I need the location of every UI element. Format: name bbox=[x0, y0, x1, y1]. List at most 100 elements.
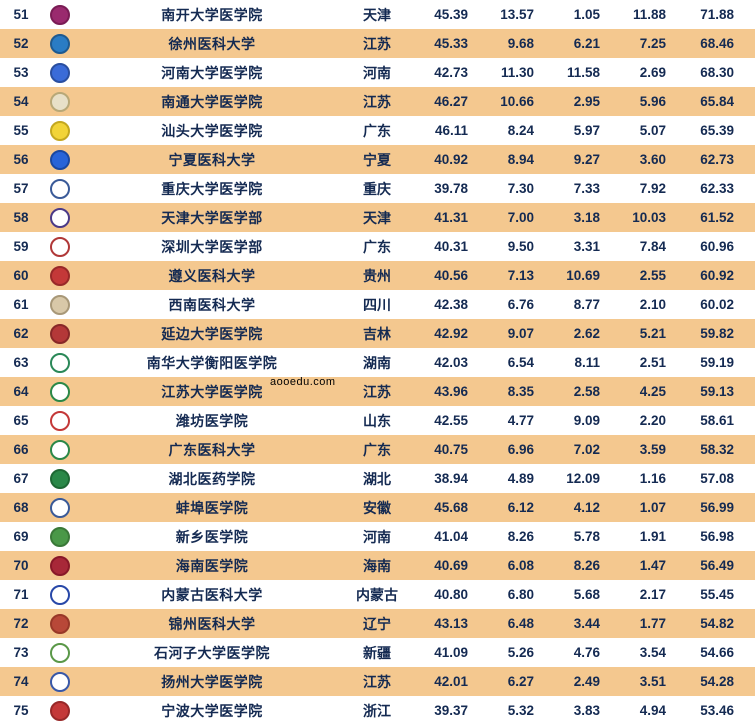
rank-cell: 67 bbox=[0, 471, 42, 486]
rank-cell: 62 bbox=[0, 326, 42, 341]
logo-icon bbox=[50, 266, 70, 286]
score-cell-5: 62.33 bbox=[672, 181, 752, 196]
score-cell-5: 60.02 bbox=[672, 297, 752, 312]
score-cell-5: 56.98 bbox=[672, 529, 752, 544]
school-name: 徐州医科大学 bbox=[78, 34, 346, 54]
score-cell-5: 54.66 bbox=[672, 645, 752, 660]
table-row: 62延边大学医学院吉林42.929.072.625.2159.82 bbox=[0, 319, 755, 348]
province-cell: 宁夏 bbox=[346, 150, 408, 170]
rank-cell: 52 bbox=[0, 36, 42, 51]
rank-cell: 59 bbox=[0, 239, 42, 254]
school-name: 潍坊医学院 bbox=[78, 411, 346, 431]
score-cell-3: 12.09 bbox=[540, 471, 606, 486]
score-cell-5: 65.84 bbox=[672, 94, 752, 109]
score-cell-1: 46.11 bbox=[408, 123, 474, 138]
province-cell: 四川 bbox=[346, 295, 408, 315]
score-cell-3: 8.77 bbox=[540, 297, 606, 312]
table-row: 61西南医科大学四川42.386.768.772.1060.02 bbox=[0, 290, 755, 319]
score-cell-1: 43.13 bbox=[408, 616, 474, 631]
school-logo bbox=[42, 121, 78, 141]
province-cell: 河南 bbox=[346, 63, 408, 83]
score-cell-2: 7.00 bbox=[474, 210, 540, 225]
school-logo bbox=[42, 266, 78, 286]
score-cell-5: 57.08 bbox=[672, 471, 752, 486]
table-row: 57重庆大学医学院重庆39.787.307.337.9262.33 bbox=[0, 174, 755, 203]
table-row: 56宁夏医科大学宁夏40.928.949.273.6062.73 bbox=[0, 145, 755, 174]
score-cell-1: 45.39 bbox=[408, 7, 474, 22]
school-name: 深圳大学医学部 bbox=[78, 237, 346, 257]
score-cell-3: 7.02 bbox=[540, 442, 606, 457]
score-cell-2: 6.80 bbox=[474, 587, 540, 602]
score-cell-4: 3.54 bbox=[606, 645, 672, 660]
score-cell-1: 42.01 bbox=[408, 674, 474, 689]
table-row: 51南开大学医学院天津45.3913.571.0511.8871.88 bbox=[0, 0, 755, 29]
score-cell-4: 1.91 bbox=[606, 529, 672, 544]
province-cell: 湖南 bbox=[346, 353, 408, 373]
province-cell: 浙江 bbox=[346, 701, 408, 721]
logo-icon bbox=[50, 672, 70, 692]
school-name: 蚌埠医学院 bbox=[78, 498, 346, 518]
school-name: 河南大学医学院 bbox=[78, 63, 346, 83]
rank-cell: 58 bbox=[0, 210, 42, 225]
school-logo bbox=[42, 527, 78, 547]
score-cell-3: 11.58 bbox=[540, 65, 606, 80]
province-cell: 安徽 bbox=[346, 498, 408, 518]
score-cell-2: 9.50 bbox=[474, 239, 540, 254]
score-cell-3: 5.97 bbox=[540, 123, 606, 138]
school-name: 新乡医学院 bbox=[78, 527, 346, 547]
score-cell-1: 43.96 bbox=[408, 384, 474, 399]
rank-cell: 65 bbox=[0, 413, 42, 428]
school-name: 延边大学医学院 bbox=[78, 324, 346, 344]
logo-icon bbox=[50, 701, 70, 721]
school-logo bbox=[42, 585, 78, 605]
score-cell-3: 5.78 bbox=[540, 529, 606, 544]
score-cell-1: 45.68 bbox=[408, 500, 474, 515]
table-row: 64江苏大学医学院江苏43.968.352.584.2559.13 bbox=[0, 377, 755, 406]
rank-cell: 71 bbox=[0, 587, 42, 602]
score-cell-1: 40.92 bbox=[408, 152, 474, 167]
school-name: 南华大学衡阳医学院 bbox=[78, 353, 346, 373]
school-logo bbox=[42, 701, 78, 721]
score-cell-1: 40.31 bbox=[408, 239, 474, 254]
school-name: 扬州大学医学院 bbox=[78, 672, 346, 692]
score-cell-3: 1.05 bbox=[540, 7, 606, 22]
score-cell-5: 61.52 bbox=[672, 210, 752, 225]
score-cell-3: 2.95 bbox=[540, 94, 606, 109]
province-cell: 新疆 bbox=[346, 643, 408, 663]
table-row: 74扬州大学医学院江苏42.016.272.493.5154.28 bbox=[0, 667, 755, 696]
province-cell: 广东 bbox=[346, 440, 408, 460]
province-cell: 吉林 bbox=[346, 324, 408, 344]
logo-icon bbox=[50, 63, 70, 83]
province-cell: 江苏 bbox=[346, 382, 408, 402]
school-name: 遵义医科大学 bbox=[78, 266, 346, 286]
score-cell-2: 5.26 bbox=[474, 645, 540, 660]
logo-icon bbox=[50, 324, 70, 344]
province-cell: 广东 bbox=[346, 121, 408, 141]
table-row: 66广东医科大学广东40.756.967.023.5958.32 bbox=[0, 435, 755, 464]
score-cell-5: 68.30 bbox=[672, 65, 752, 80]
school-logo bbox=[42, 92, 78, 112]
logo-icon bbox=[50, 121, 70, 141]
score-cell-5: 62.73 bbox=[672, 152, 752, 167]
score-cell-3: 9.27 bbox=[540, 152, 606, 167]
score-cell-4: 10.03 bbox=[606, 210, 672, 225]
score-cell-1: 40.69 bbox=[408, 558, 474, 573]
score-cell-1: 45.33 bbox=[408, 36, 474, 51]
logo-icon bbox=[50, 440, 70, 460]
school-logo bbox=[42, 150, 78, 170]
score-cell-3: 3.83 bbox=[540, 703, 606, 718]
score-cell-4: 3.51 bbox=[606, 674, 672, 689]
table-row: 73石河子大学医学院新疆41.095.264.763.5454.66 bbox=[0, 638, 755, 667]
score-cell-5: 60.96 bbox=[672, 239, 752, 254]
watermark-text: aooedu.com bbox=[270, 376, 336, 388]
school-logo bbox=[42, 556, 78, 576]
school-name: 宁夏医科大学 bbox=[78, 150, 346, 170]
logo-icon bbox=[50, 643, 70, 663]
score-cell-4: 5.96 bbox=[606, 94, 672, 109]
rank-cell: 70 bbox=[0, 558, 42, 573]
score-cell-3: 2.58 bbox=[540, 384, 606, 399]
table-row: 70海南医学院海南40.696.088.261.4756.49 bbox=[0, 551, 755, 580]
score-cell-2: 9.68 bbox=[474, 36, 540, 51]
score-cell-2: 9.07 bbox=[474, 326, 540, 341]
score-cell-2: 8.24 bbox=[474, 123, 540, 138]
